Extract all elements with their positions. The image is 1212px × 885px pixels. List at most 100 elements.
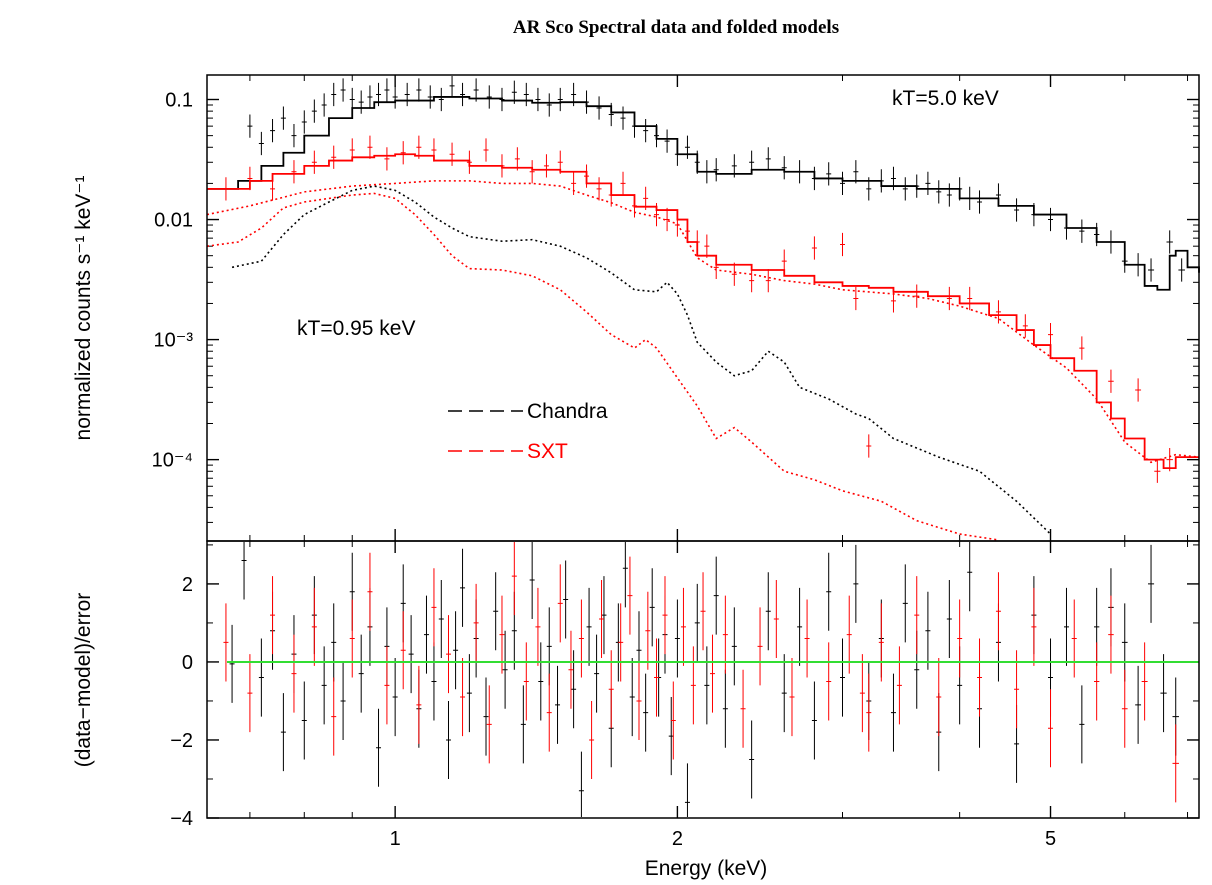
- chandra-data-point: [416, 78, 422, 102]
- chandra-residuals-point: [1063, 587, 1069, 666]
- chandra-data-point: [902, 177, 908, 201]
- sxt-residuals-point: [589, 700, 595, 779]
- chandra-residuals-point: [358, 634, 364, 713]
- sxt-residuals-point: [445, 615, 451, 694]
- chandra-residuals-point: [853, 544, 859, 623]
- chandra-residuals-point: [466, 654, 472, 733]
- chandra-residuals-point: [376, 708, 382, 787]
- chandra-data-point: [280, 106, 286, 130]
- chandra-residuals-point: [502, 630, 508, 709]
- sxt-residuals-point: [460, 658, 466, 737]
- residuals-panel: 2 0 −2 −4 1 2 5: [170, 541, 1199, 850]
- chandra-residuals-point: [722, 669, 728, 748]
- chandra-data-point: [713, 158, 719, 182]
- sxt-residuals-point: [523, 642, 529, 721]
- chandra-data-point: [523, 82, 529, 107]
- chandra-residuals-point: [241, 542, 247, 600]
- sxt-residuals-point: [846, 595, 852, 674]
- chandra-data-point: [596, 96, 602, 120]
- residuals-y-tick-label: −2: [170, 730, 193, 752]
- chandra-model-line: [207, 96, 1200, 291]
- x-axis-label: Energy (keV): [645, 857, 768, 880]
- sxt-residuals-point: [859, 654, 865, 733]
- chandra-data-point: [977, 190, 983, 214]
- sxt-residuals-point: [722, 595, 728, 674]
- sxt-data-point: [704, 234, 710, 258]
- sxt-data-point: [1108, 369, 1114, 393]
- sxt-residuals-point: [740, 669, 746, 748]
- x-tick-label: 2: [672, 828, 683, 850]
- sxt-residuals-point: [878, 603, 884, 682]
- chart-title: AR Sco Spectral data and folded models: [513, 17, 839, 38]
- sxt-data-point: [596, 177, 602, 201]
- chandra-data-point: [291, 124, 297, 148]
- chandra-residuals-point: [529, 542, 535, 620]
- sxt-residuals-point: [1071, 599, 1077, 678]
- chandra-residuals-point: [229, 624, 235, 703]
- sxt-residuals-point: [568, 630, 574, 709]
- chandra-residuals-point: [601, 576, 607, 655]
- chandra-data-point: [664, 129, 670, 153]
- residuals-y-tick-label: −4: [170, 808, 193, 830]
- sxt-residuals-point: [804, 599, 810, 678]
- chandra-data-point: [936, 180, 942, 204]
- spectrum-y-tick-label: 10⁻⁴: [152, 450, 193, 472]
- sxt-data-point: [400, 141, 406, 165]
- spectrum-y-tick-label: 10⁻³: [154, 330, 194, 352]
- sxt-data-point: [749, 268, 755, 293]
- chandra-residuals-point: [280, 693, 286, 772]
- chandra-data-point: [247, 114, 253, 138]
- sxt-residuals-point: [1141, 642, 1148, 721]
- sxt-data-point: [664, 207, 670, 232]
- sxt-data-point: [914, 284, 920, 308]
- chandra-residuals-point: [563, 560, 569, 639]
- sxt-residuals-point: [291, 634, 297, 713]
- legend-label-chandra: Chandra: [527, 400, 608, 423]
- chandra-data-point: [438, 87, 444, 112]
- sxt-residuals-point: [936, 658, 942, 737]
- chandra-residuals-point: [546, 607, 552, 686]
- residuals-frame: [206, 540, 1200, 819]
- chandra-residuals-group: [229, 542, 1179, 817]
- sxt-data-point: [449, 142, 455, 166]
- chandra-data-point: [367, 85, 373, 109]
- residuals-y-tick-label: 2: [182, 574, 193, 596]
- chandra-data-point: [1166, 230, 1173, 254]
- chandra-residuals-point: [1121, 603, 1128, 682]
- chandra-residuals-point: [811, 681, 817, 760]
- chandra-data-point: [781, 156, 787, 180]
- sxt-residuals-point: [400, 611, 406, 690]
- sxt-residuals-point: [700, 572, 706, 651]
- annotation-kt-095: kT=0.95 keV: [297, 317, 415, 340]
- chandra-residuals-point: [704, 646, 710, 725]
- sxt-residuals-point: [757, 607, 763, 686]
- sxt-residuals-point: [1172, 724, 1179, 803]
- spectrum-y-tick-label: 0.01: [154, 210, 193, 232]
- chandra-residuals-point: [331, 603, 337, 682]
- sxt-residuals-point: [1031, 587, 1037, 666]
- sxt-residuals-point: [977, 638, 983, 717]
- sxt-residuals-point: [709, 634, 715, 713]
- chandra-data-point: [946, 183, 952, 207]
- sxt-residuals-point: [367, 552, 373, 631]
- chandra-residuals-point: [925, 591, 931, 670]
- sxt-residuals-point: [223, 603, 229, 682]
- sxt-data-point: [311, 150, 317, 174]
- chandra-residuals-point: [749, 720, 755, 799]
- chandra-data-point: [765, 147, 771, 171]
- chandra-data-point: [557, 87, 563, 112]
- sxt-residuals-point: [1048, 689, 1054, 768]
- chandra-residuals-point: [1148, 544, 1155, 623]
- chandra-residuals-point: [890, 673, 896, 752]
- chandra-data-point: [258, 131, 264, 156]
- sxt-residuals-point: [416, 665, 422, 744]
- sxt-residuals-point: [618, 603, 624, 682]
- chandra-residuals-point: [731, 607, 737, 686]
- chandra-data-point: [427, 85, 433, 109]
- sxt-residuals-point: [384, 646, 390, 725]
- sxt-data-point: [853, 286, 859, 311]
- chandra-residuals-point: [902, 564, 908, 643]
- chandra-data-point: [853, 160, 859, 184]
- sxt-data-point: [1135, 378, 1142, 402]
- sxt-residuals-point: [995, 572, 1001, 651]
